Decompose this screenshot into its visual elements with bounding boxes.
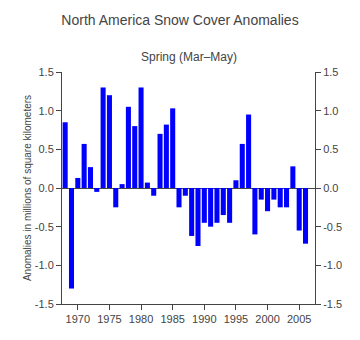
svg-text:-1.5: -1.5 [323, 298, 342, 310]
svg-text:1.5: 1.5 [39, 66, 54, 78]
svg-text:0.5: 0.5 [323, 143, 338, 155]
svg-text:1990: 1990 [192, 313, 216, 325]
svg-text:1.0: 1.0 [323, 105, 338, 117]
svg-text:Anomalies in millions of squar: Anomalies in millions of square kilomete… [22, 95, 33, 281]
svg-text:-1.0: -1.0 [323, 259, 342, 271]
svg-text:North America Snow Cover Anoma: North America Snow Cover Anomalies [61, 12, 298, 28]
svg-text:0.0: 0.0 [39, 182, 54, 194]
svg-text:-0.5: -0.5 [35, 221, 54, 233]
svg-text:-0.5: -0.5 [323, 221, 342, 233]
svg-text:0.5: 0.5 [39, 143, 54, 155]
svg-text:1980: 1980 [129, 313, 153, 325]
svg-text:1985: 1985 [160, 313, 184, 325]
svg-text:1975: 1975 [97, 313, 121, 325]
svg-text:1970: 1970 [66, 313, 90, 325]
svg-text:1.5: 1.5 [323, 66, 338, 78]
svg-text:0.0: 0.0 [323, 182, 338, 194]
svg-text:-1.0: -1.0 [35, 259, 54, 271]
svg-text:2000: 2000 [255, 313, 279, 325]
svg-text:2005: 2005 [287, 313, 311, 325]
svg-text:Spring (Mar–May): Spring (Mar–May) [141, 50, 237, 64]
svg-text:1995: 1995 [224, 313, 248, 325]
svg-text:-1.5: -1.5 [35, 298, 54, 310]
svg-text:1.0: 1.0 [39, 105, 54, 117]
